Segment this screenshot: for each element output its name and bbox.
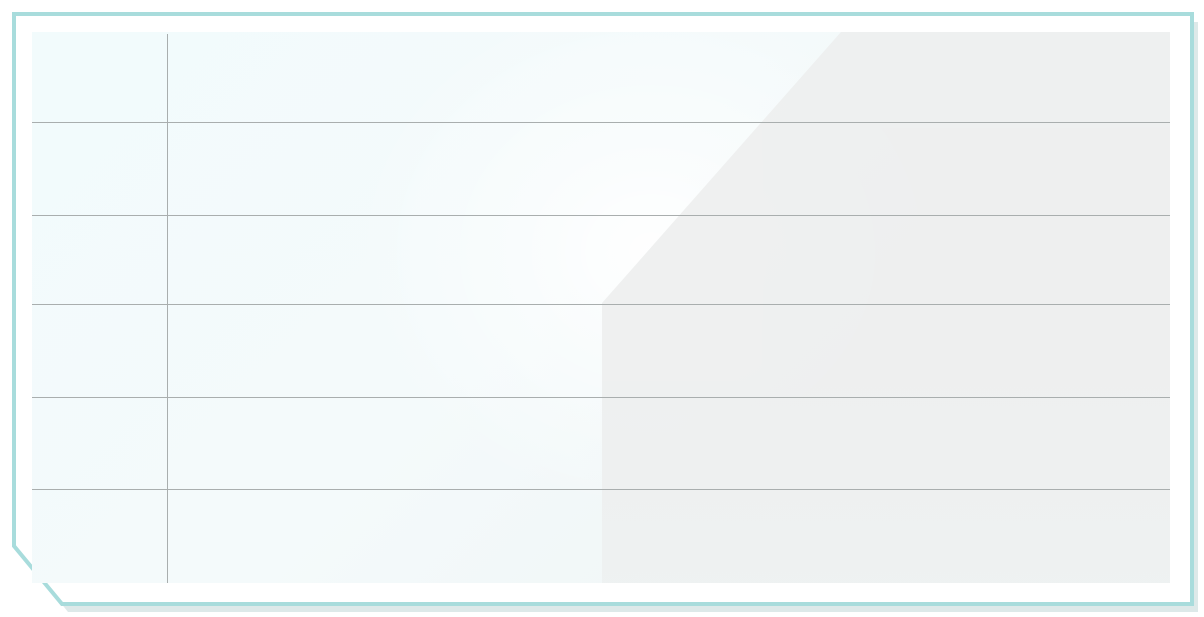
ruled-line <box>32 397 1170 398</box>
margin-line <box>167 34 168 583</box>
ruled-line <box>32 215 1170 216</box>
lined-paper <box>32 32 1170 583</box>
ruled-line <box>32 489 1170 490</box>
ruled-line <box>32 304 1170 305</box>
ruled-line <box>32 122 1170 123</box>
shadow-glare <box>602 32 1170 583</box>
